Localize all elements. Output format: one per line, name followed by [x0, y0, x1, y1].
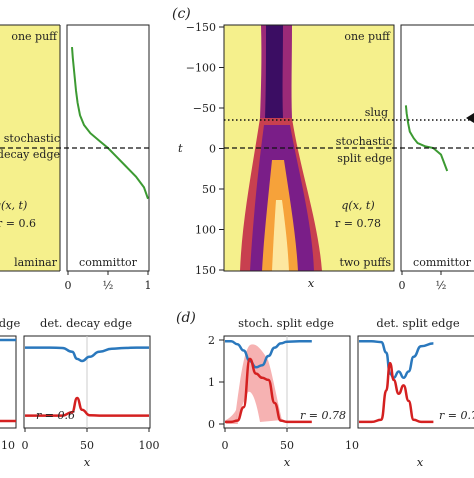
bottom-left-axes-fragment [0, 335, 17, 429]
left-ann-r: r = 0.6 [0, 217, 36, 230]
stoch-red-curve [225, 357, 312, 424]
bottom-left-tick-50: 50 [80, 439, 94, 452]
panel-d-ann-r-fragment: r = 0.7 [439, 409, 474, 422]
ytick-100: 100 [195, 224, 216, 237]
ann-slug: slug [365, 106, 388, 119]
det-red-curve [359, 361, 434, 424]
stoch-blue-curve [225, 340, 312, 369]
bottom-left-ann-r: r = 0.6 [36, 409, 75, 422]
bottom-left-title-fragment: edge [0, 316, 21, 330]
bottom-left-title-det: det. decay edge [40, 316, 132, 330]
left-ann-q: q(x, t) [0, 199, 27, 212]
qxt-heatmap [240, 25, 322, 271]
ytick-0: 0 [209, 143, 216, 156]
bottom-left-tick-0: 0 [22, 439, 29, 452]
ann-two-puffs: two puffs [339, 256, 391, 269]
ytick-m50: −50 [193, 102, 216, 115]
bottom-left-tick-100: 100 [139, 439, 160, 452]
committor-line-left [71, 47, 149, 200]
d-xtick-50: 50 [280, 439, 294, 452]
panel-d-title-det: det. split edge [376, 316, 460, 330]
ytick-50: 50 [202, 183, 216, 196]
committor-tick-1: 1 [145, 279, 152, 292]
committor-axes-c [400, 24, 474, 272]
det-blue-curve [359, 340, 434, 380]
decay-blue-curve [25, 346, 149, 363]
committor-label-c: committor [413, 256, 472, 269]
panel-c-label: (c) [172, 6, 191, 22]
bottom-left-xticks: 0 50 100 [22, 428, 160, 452]
left-ann-stochastic: stochastic [4, 132, 60, 145]
ytick-m150: −150 [186, 21, 216, 34]
panel-d-xlabel-fragment: x [417, 455, 424, 469]
ann-stochastic: stochastic [336, 135, 392, 148]
bottom-left-xlabel: x [84, 455, 91, 469]
bottom-left-tick-fragment: 10 [1, 439, 15, 452]
decay-red-curve [24, 396, 149, 417]
panel-d-ann-r: r = 0.78 [300, 409, 346, 422]
panel-d-axes-det [357, 335, 474, 429]
d-ytick-1: 1 [208, 376, 215, 389]
panel-d-title-stoch: stoch. split edge [238, 316, 334, 330]
ann-split-edge: split edge [337, 152, 392, 165]
d-xtick-0: 0 [222, 439, 229, 452]
panel-c-ylabel: t [178, 141, 183, 155]
panel-c: (c) t −150 −100 −50 0 50 100 [172, 6, 474, 292]
ann-one-puff: one puff [344, 30, 391, 43]
committor-label-left: committor [79, 256, 138, 269]
committor-ticks-c: 0 ½ [399, 271, 447, 292]
ann-q: q(x, t) [341, 199, 374, 212]
panel-c-yticks: −150 −100 −50 0 50 100 150 [186, 21, 224, 277]
ytick-m100: −100 [186, 62, 216, 75]
ann-r: r = 0.78 [335, 217, 381, 230]
committor-tick-0: 0 [65, 279, 72, 292]
left-ann-decay-edge: decay edge [0, 148, 60, 161]
committor-c-tick-half: ½ [436, 279, 447, 292]
left-title-top: one puff [11, 30, 58, 43]
committor-line-c [404, 105, 449, 172]
left-title-bottom: laminar [14, 256, 58, 269]
panel-d: (d) stoch. split edge det. split edge 2 … [176, 310, 474, 469]
ytick-150: 150 [195, 264, 216, 277]
panel-d-xlabel: x [284, 455, 291, 469]
panel-d-label: (d) [176, 310, 196, 326]
committor-tick-half: ½ [103, 279, 114, 292]
panel-top-left: one puff stochastic decay edge q(x, t) r… [0, 24, 152, 292]
heatmap-puff-core-upper [265, 25, 283, 118]
d-xtick-fragment: 10 [345, 439, 359, 452]
panel-d-xticks: 0 50 10 [222, 428, 359, 452]
committor-c-tick-0: 0 [399, 279, 406, 292]
d-ytick-0: 0 [208, 418, 215, 431]
panel-bottom-left: edge 10 det. decay edge r = 0.6 0 50 100… [0, 316, 160, 469]
heatmap-puff-gap-lower [272, 200, 289, 271]
committor-ticks-left: 0 ½ 1 [65, 271, 152, 292]
panel-c-xlabel: x [308, 276, 315, 290]
d-ytick-2: 2 [208, 334, 215, 347]
panel-d-yticks: 2 1 0 [208, 334, 224, 431]
